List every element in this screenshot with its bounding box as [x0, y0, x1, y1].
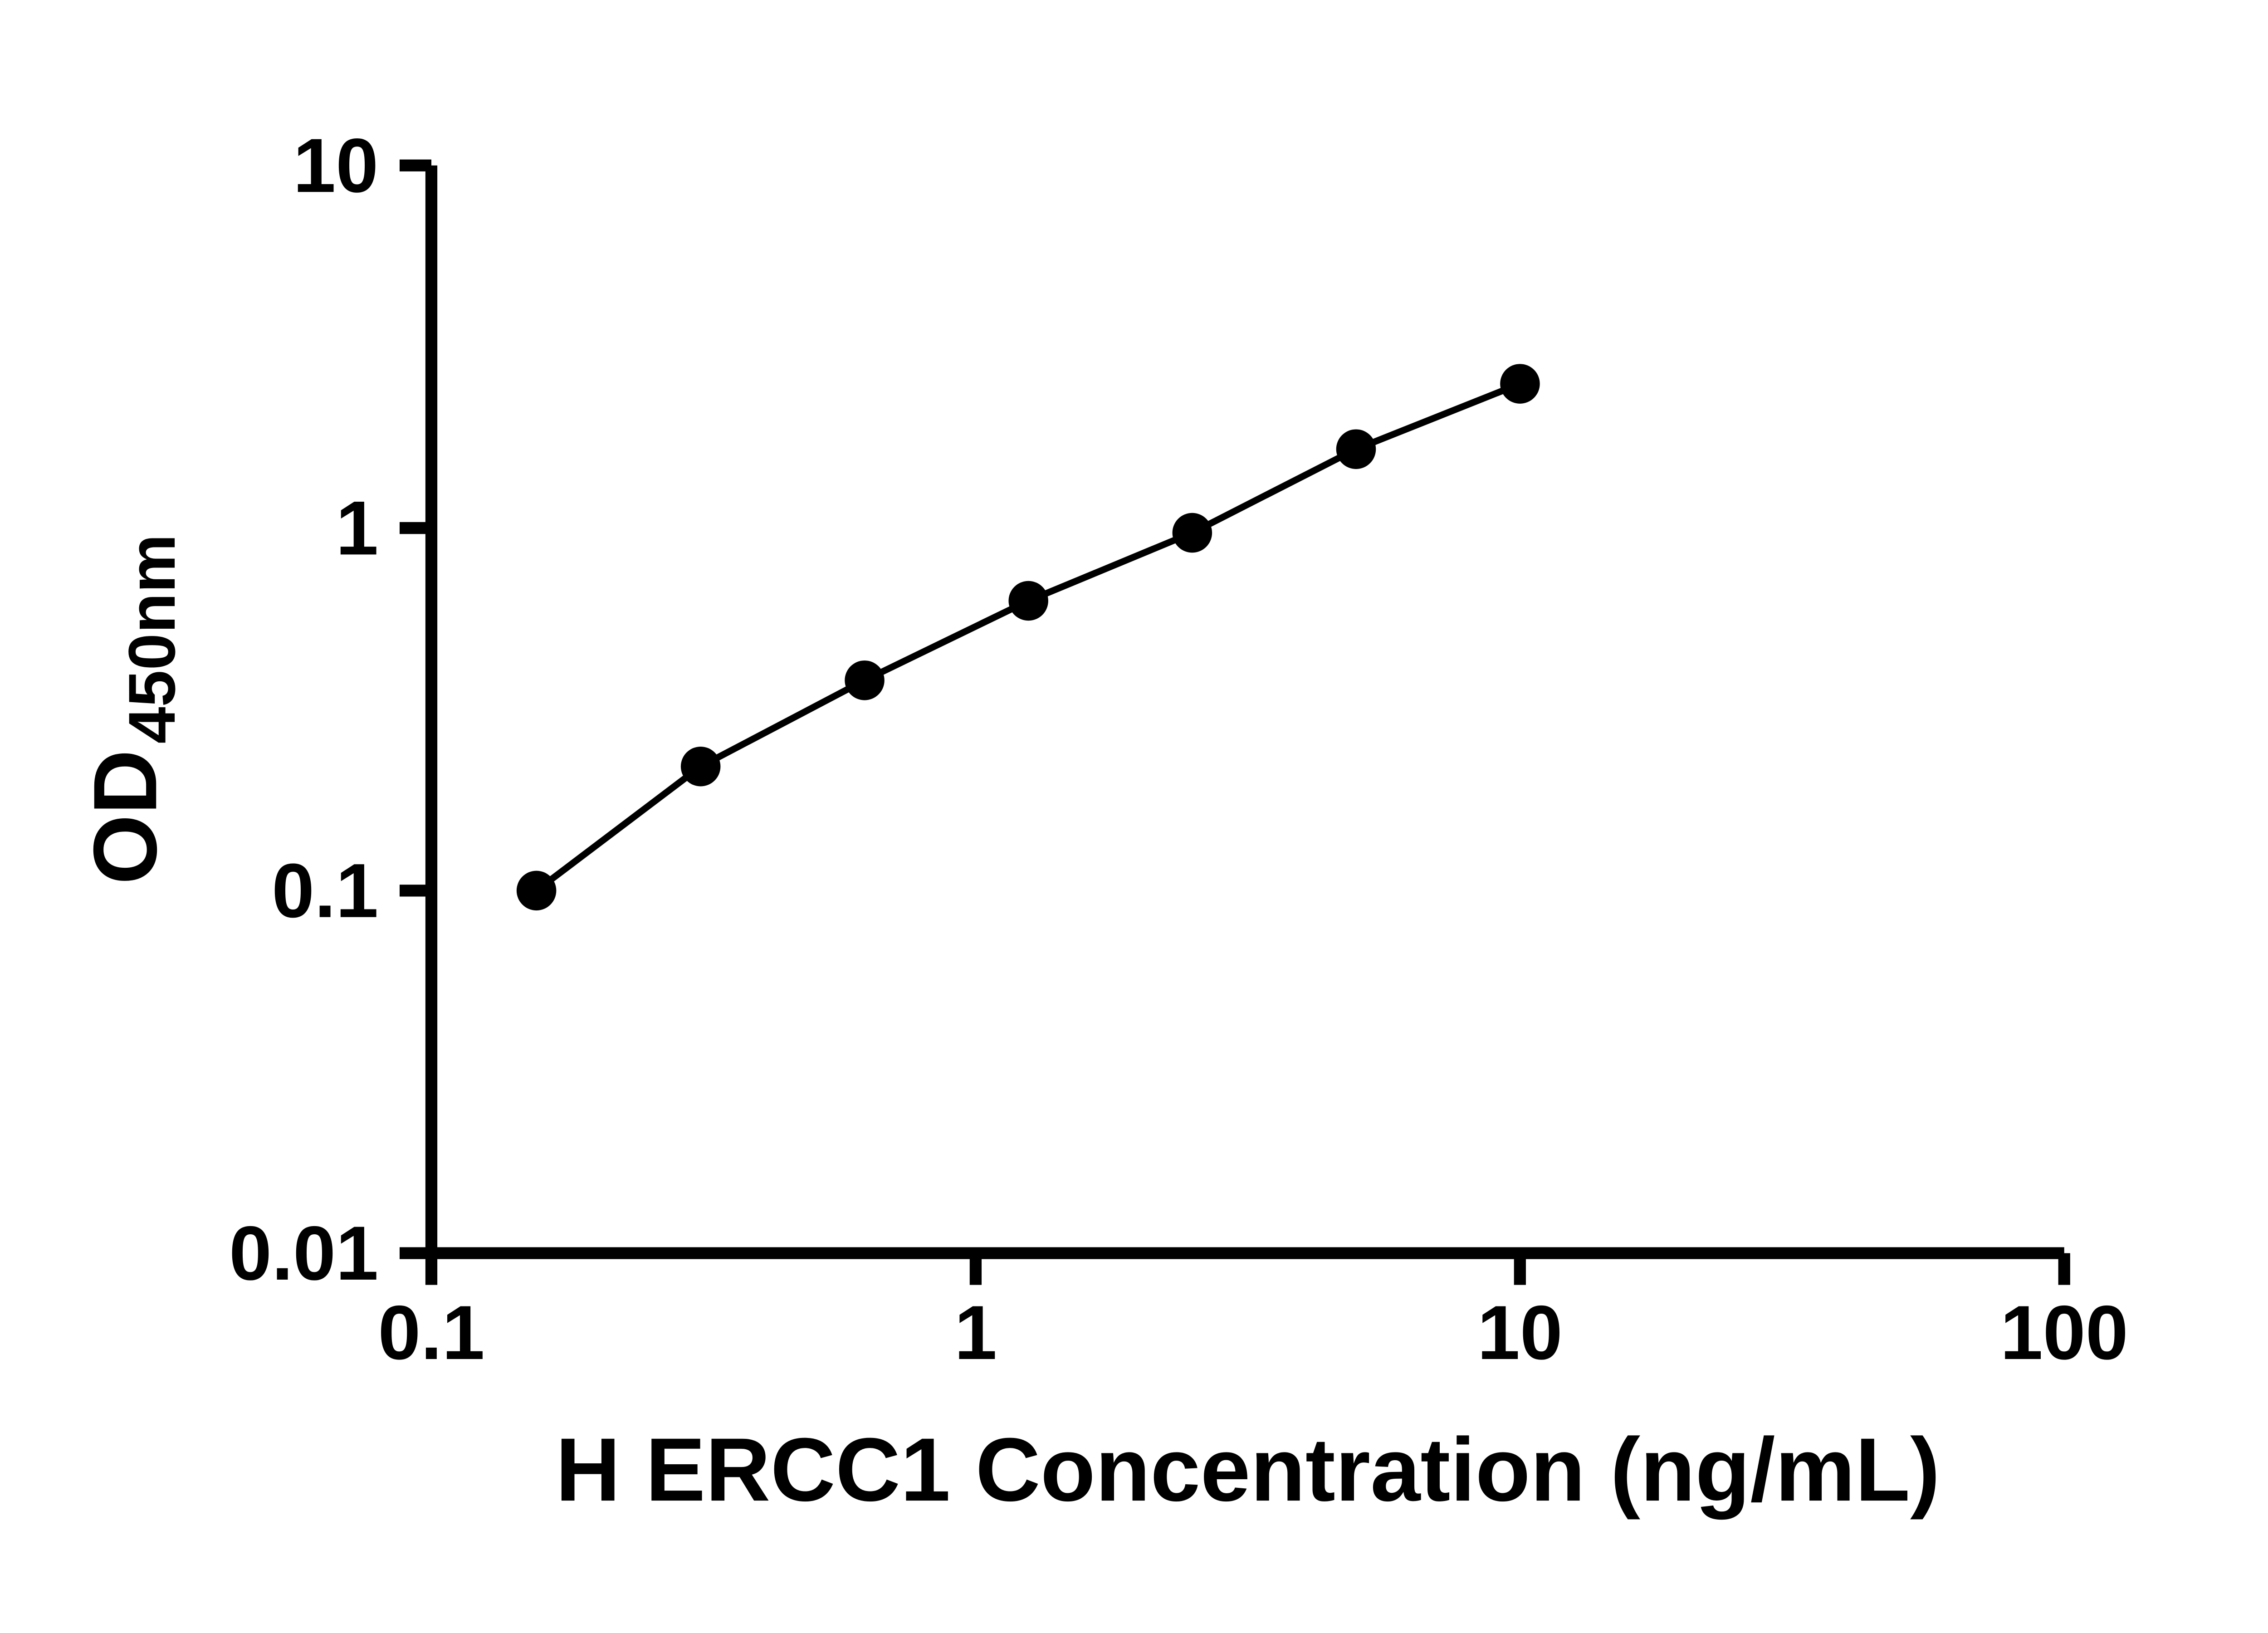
data-point	[1500, 364, 1540, 404]
data-layer	[516, 364, 1540, 911]
x-tick-label: 0.1	[378, 1290, 484, 1375]
data-point	[1336, 429, 1376, 469]
x-tick-label: 1	[954, 1290, 997, 1375]
data-point	[1008, 581, 1048, 621]
x-tick-label: 10	[1477, 1290, 1563, 1375]
y-axis-title-subscript: 450nm	[115, 534, 189, 743]
y-tick-label: 10	[293, 122, 378, 208]
x-axis-title: H ERCC1 Concentration (ng/mL)	[556, 1419, 1941, 1520]
y-axis-title-main: OD	[75, 749, 176, 885]
data-point	[1172, 513, 1212, 553]
data-point	[516, 870, 557, 911]
y-axis-title: OD 450nm	[75, 534, 189, 885]
data-point	[680, 746, 721, 787]
data-point	[845, 660, 885, 700]
y-tick-label: 0.01	[229, 1210, 378, 1296]
y-tick-label: 1	[336, 485, 378, 571]
x-tick-label: 100	[2000, 1290, 2128, 1375]
y-tick-label: 0.1	[272, 848, 378, 934]
